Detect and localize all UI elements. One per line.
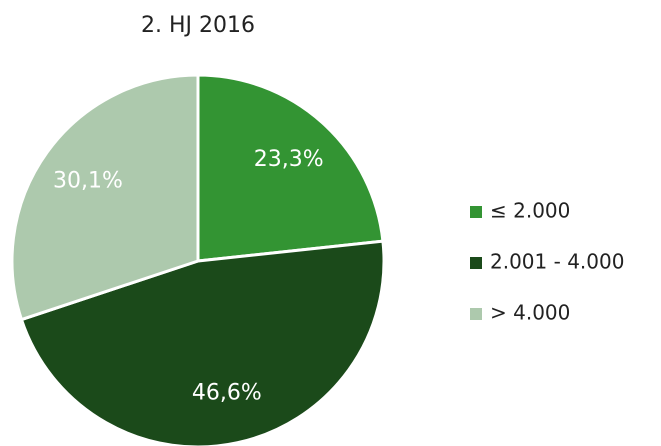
legend-swatch xyxy=(470,206,482,218)
data-label: 30,1% xyxy=(53,169,123,194)
pie-slice xyxy=(19,239,386,446)
pie-slice xyxy=(10,73,200,322)
legend-swatch xyxy=(470,257,482,269)
legend-label: 2.001 - 4.000 xyxy=(490,250,624,274)
legend-swatch xyxy=(470,308,482,320)
legend-label: ≤ 2.000 xyxy=(490,199,570,223)
data-label: 46,6% xyxy=(192,381,262,406)
pie-slice xyxy=(196,73,385,263)
chart-title: 2. HJ 2016 xyxy=(141,13,255,38)
legend-label: > 4.000 xyxy=(490,301,570,325)
data-label: 23,3% xyxy=(254,147,324,172)
